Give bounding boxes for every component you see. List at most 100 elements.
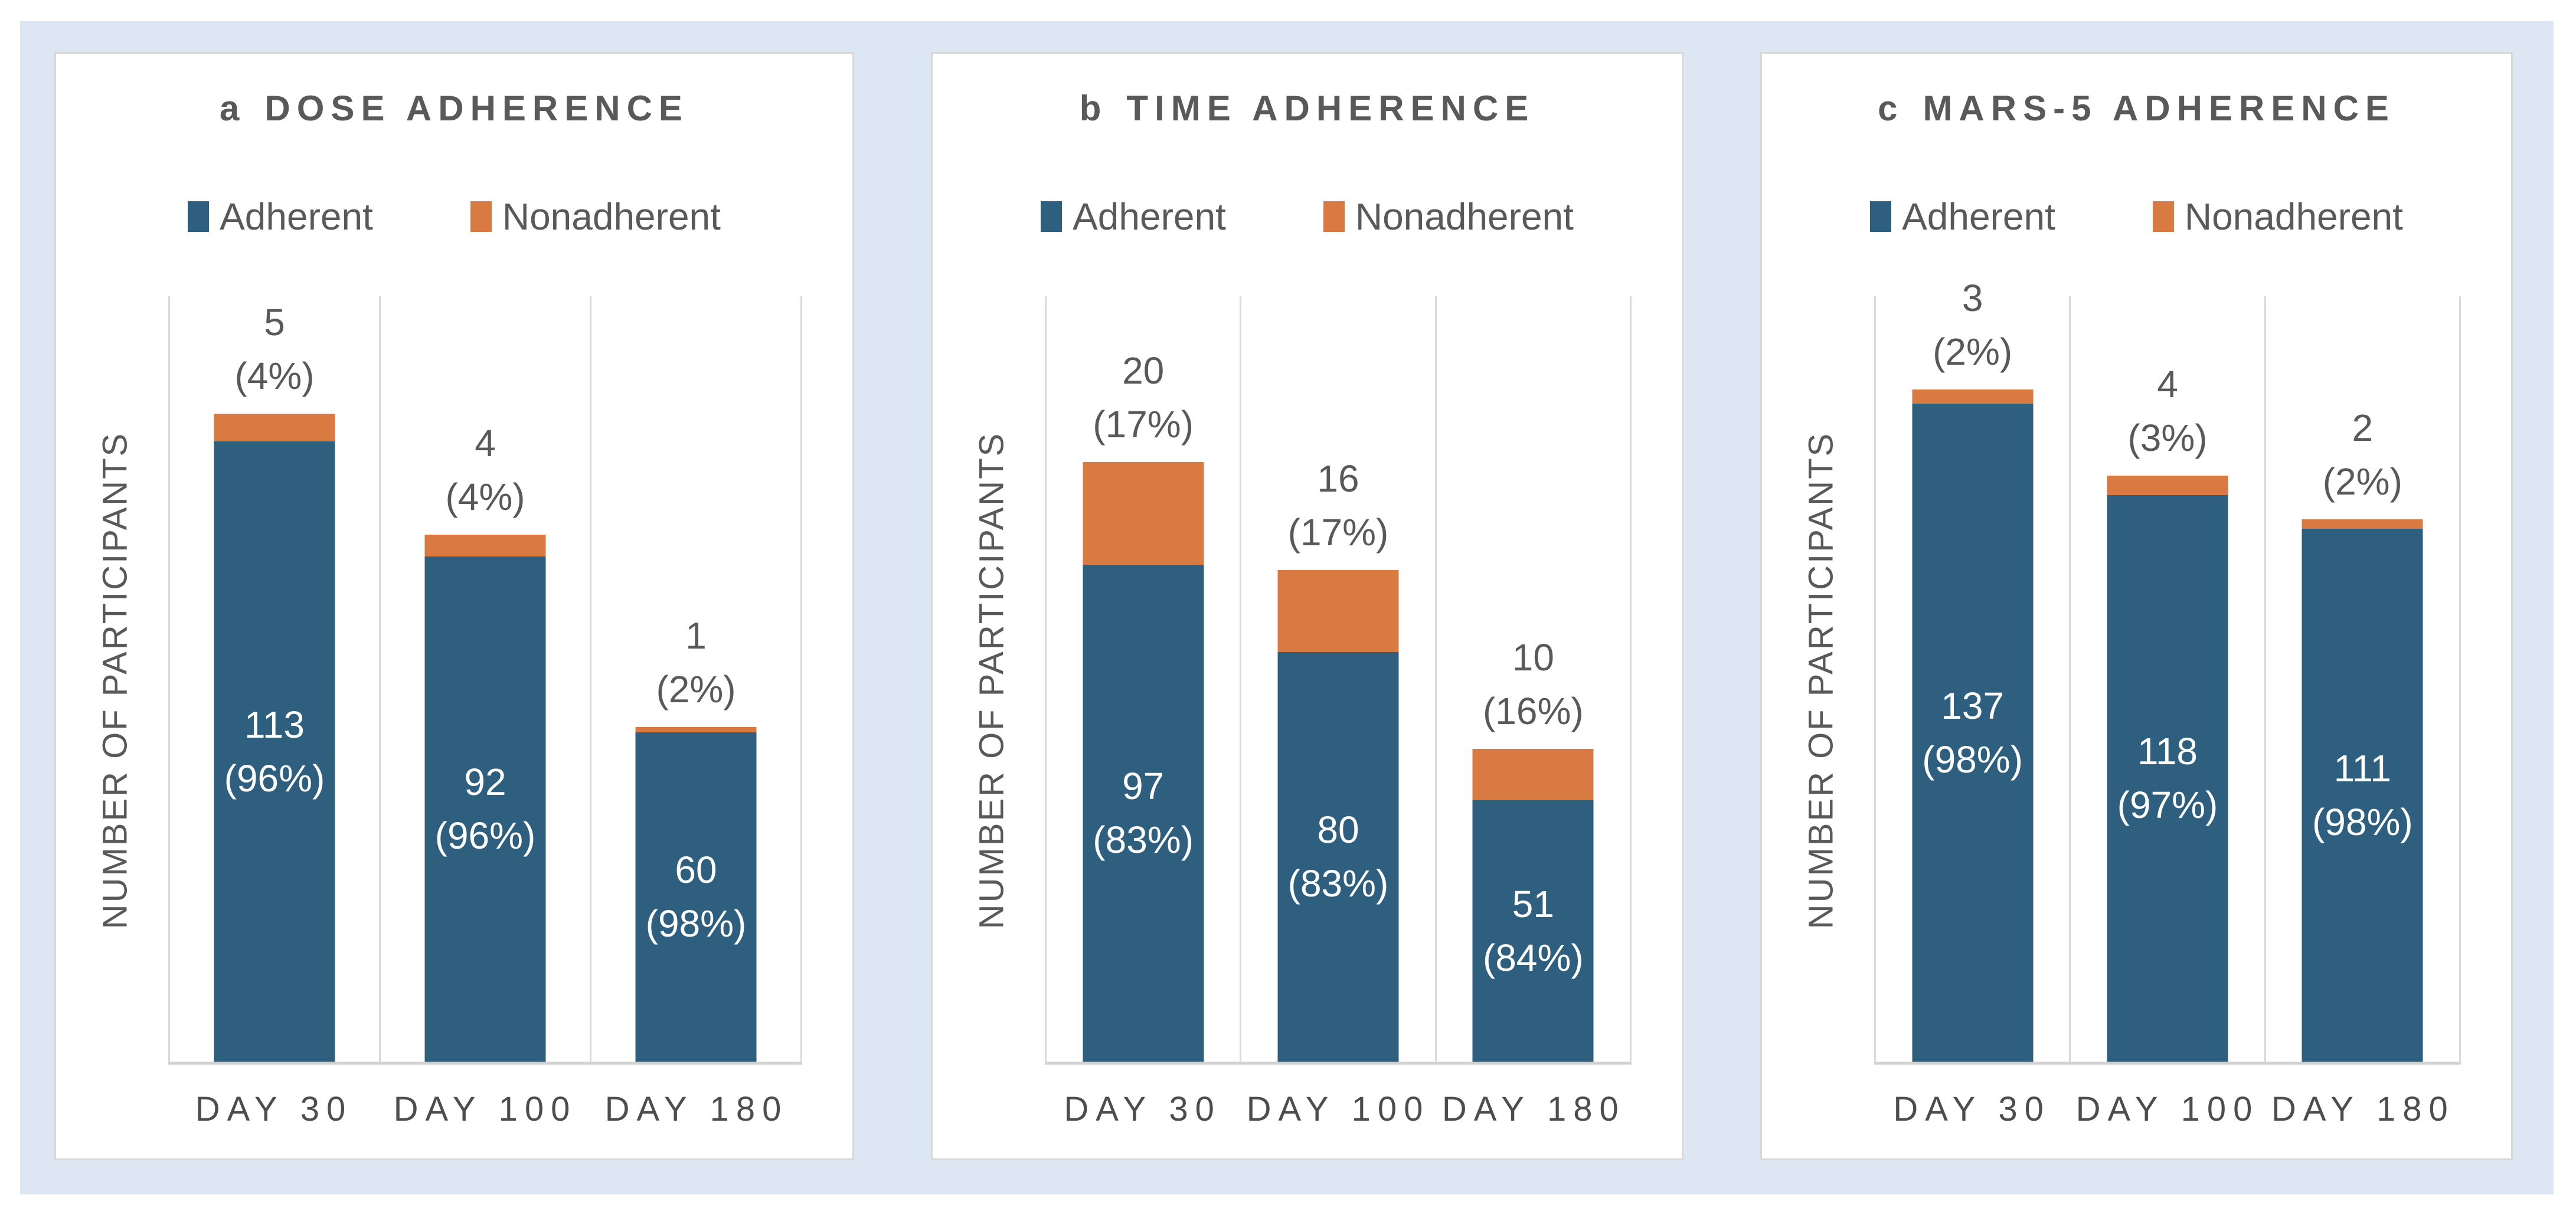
legend-label-adherent: Adherent bbox=[220, 195, 373, 238]
panel-title: b TIME ADHERENCE bbox=[933, 88, 1682, 129]
x-tick-day100: DAY 100 bbox=[1246, 1090, 1430, 1128]
nonadherent-data-label: 1 (2%) bbox=[656, 614, 736, 711]
x-tick-day30: DAY 30 bbox=[1064, 1090, 1221, 1128]
legend-label-nonadherent: Nonadherent bbox=[2184, 195, 2403, 238]
panel-title-text: TIME ADHERENCE bbox=[1126, 89, 1535, 128]
category-slot-day180: 1 (2%) 60 (98%) bbox=[590, 296, 800, 1062]
legend-item-nonadherent: Nonadherent bbox=[1323, 195, 1574, 238]
legend-item-adherent: Adherent bbox=[1041, 195, 1226, 238]
adherent-segment: 60 (98%) bbox=[635, 732, 757, 1062]
category-slot-day100: 4 (3%) 118 (97%) bbox=[2069, 296, 2264, 1062]
adherent-data-label: 60 (98%) bbox=[645, 849, 747, 945]
adherent-data-label: 118 (97%) bbox=[2117, 730, 2218, 826]
plot-area: 3 (2%) 137 (98%) bbox=[1874, 277, 2461, 1065]
panel-title-text: MARS-5 ADHERENCE bbox=[1923, 89, 2395, 128]
category-slot-day100: 16 (17%) 80 (83%) bbox=[1240, 296, 1434, 1062]
adherent-segment: 51 (84%) bbox=[1472, 800, 1594, 1062]
adherent-segment: 118 (97%) bbox=[2107, 495, 2228, 1062]
adherent-segment: 137 (98%) bbox=[1912, 404, 2034, 1062]
x-tick-day180: DAY 180 bbox=[604, 1090, 789, 1128]
adherent-swatch-icon bbox=[1041, 201, 1063, 232]
adherent-segment: 92 (96%) bbox=[424, 557, 546, 1062]
panel-letter: c bbox=[1878, 89, 1904, 128]
adherent-data-label: 51 (84%) bbox=[1482, 882, 1584, 979]
nonadherent-segment bbox=[1912, 389, 2034, 404]
adherent-data-label: 97 (83%) bbox=[1093, 765, 1194, 861]
nonadherent-swatch-icon bbox=[2152, 201, 2174, 232]
legend-label-nonadherent: Nonadherent bbox=[1355, 195, 1574, 238]
stacked-bar-day30: 5 (4%) 113 (96%) bbox=[214, 296, 335, 1062]
panel-title: c MARS-5 ADHERENCE bbox=[1762, 88, 2511, 129]
panel-letter: a bbox=[220, 89, 246, 128]
nonadherent-data-label: 4 (3%) bbox=[2127, 363, 2208, 460]
panel-mars5-adherence: c MARS-5 ADHERENCE Adherent Nonadherent … bbox=[1760, 52, 2513, 1160]
legend: Adherent Nonadherent bbox=[56, 195, 852, 238]
nonadherent-data-label: 10 (16%) bbox=[1482, 636, 1584, 733]
nonadherent-data-label: 20 (17%) bbox=[1093, 349, 1194, 446]
nonadherent-data-label: 2 (2%) bbox=[2322, 407, 2402, 503]
nonadherent-swatch-icon bbox=[1323, 201, 1345, 232]
nonadherent-segment bbox=[2107, 476, 2228, 495]
adherent-swatch-icon bbox=[188, 201, 210, 232]
adherent-segment: 113 (96%) bbox=[214, 441, 335, 1062]
figure-background: a DOSE ADHERENCE Adherent Nonadherent NU… bbox=[20, 21, 2554, 1194]
category-slot-day180: 2 (2%) 111 (98%) bbox=[2264, 296, 2459, 1062]
nonadherent-data-label: 3 (2%) bbox=[1933, 277, 2013, 374]
adherent-data-label: 92 (96%) bbox=[434, 761, 536, 857]
x-tick-day30: DAY 30 bbox=[1893, 1090, 2051, 1128]
stacked-bar-day100: 4 (3%) 118 (97%) bbox=[2107, 358, 2228, 1062]
legend-item-nonadherent: Nonadherent bbox=[2152, 195, 2403, 238]
stacked-bar-day30: 20 (17%) 97 (83%) bbox=[1083, 344, 1204, 1062]
nonadherent-segment bbox=[1277, 570, 1399, 652]
adherent-data-label: 80 (83%) bbox=[1287, 808, 1389, 905]
x-axis-labels: DAY 30 DAY 100 DAY 180 bbox=[1045, 1089, 1632, 1129]
x-tick-day30: DAY 30 bbox=[195, 1090, 353, 1128]
nonadherent-segment bbox=[424, 535, 546, 557]
y-axis-label: NUMBER OF PARTICIPANTS bbox=[96, 431, 135, 929]
x-axis-labels: DAY 30 DAY 100 DAY 180 bbox=[168, 1089, 802, 1129]
plot-row: NUMBER OF PARTICIPANTS 5 (4%) 113 (96%) bbox=[62, 296, 802, 1065]
stacked-bar-day100: 4 (4%) 92 (96%) bbox=[424, 417, 546, 1062]
legend: Adherent Nonadherent bbox=[933, 195, 1682, 238]
stacked-bar-day100: 16 (17%) 80 (83%) bbox=[1277, 452, 1399, 1062]
category-slot-day30: 3 (2%) 137 (98%) bbox=[1876, 277, 2069, 1062]
nonadherent-data-label: 16 (17%) bbox=[1287, 457, 1389, 554]
plot-area: 5 (4%) 113 (96%) bbox=[168, 296, 802, 1065]
category-slot-day30: 20 (17%) 97 (83%) bbox=[1047, 296, 1240, 1062]
adherent-segment: 97 (83%) bbox=[1083, 565, 1204, 1062]
stacked-bar-day180: 2 (2%) 111 (98%) bbox=[2302, 401, 2423, 1062]
nonadherent-data-label: 5 (4%) bbox=[234, 301, 315, 398]
y-axis-label: NUMBER OF PARTICIPANTS bbox=[1802, 431, 1841, 929]
panel-title-text: DOSE ADHERENCE bbox=[264, 89, 689, 128]
category-slot-day30: 5 (4%) 113 (96%) bbox=[170, 296, 379, 1062]
category-slot-day180: 10 (16%) 51 (84%) bbox=[1434, 296, 1630, 1062]
x-tick-day100: DAY 100 bbox=[2075, 1090, 2260, 1128]
nonadherent-swatch-icon bbox=[470, 201, 492, 232]
nonadherent-segment bbox=[1472, 749, 1594, 800]
x-axis-labels: DAY 30 DAY 100 DAY 180 bbox=[1874, 1089, 2461, 1129]
x-tick-day180: DAY 180 bbox=[1441, 1090, 1626, 1128]
adherent-segment: 80 (83%) bbox=[1277, 652, 1399, 1062]
stacked-bar-day180: 10 (16%) 51 (84%) bbox=[1472, 631, 1594, 1062]
panel-time-adherence: b TIME ADHERENCE Adherent Nonadherent NU… bbox=[931, 52, 1683, 1160]
panel-title: a DOSE ADHERENCE bbox=[56, 88, 852, 129]
adherent-data-label: 111 (98%) bbox=[2312, 747, 2413, 843]
legend-label-nonadherent: Nonadherent bbox=[502, 195, 721, 238]
plot-row: NUMBER OF PARTICIPANTS 20 (17%) 97 (83% bbox=[939, 296, 1632, 1065]
panel-dose-adherence: a DOSE ADHERENCE Adherent Nonadherent NU… bbox=[54, 52, 854, 1160]
plot-area: 20 (17%) 97 (83%) bbox=[1045, 296, 1632, 1065]
category-slot-day100: 4 (4%) 92 (96%) bbox=[379, 296, 590, 1062]
nonadherent-segment bbox=[1083, 462, 1204, 565]
y-axis-label: NUMBER OF PARTICIPANTS bbox=[972, 431, 1011, 929]
legend-label-adherent: Adherent bbox=[1902, 195, 2055, 238]
adherent-swatch-icon bbox=[1870, 201, 1892, 232]
legend-item-adherent: Adherent bbox=[1870, 195, 2055, 238]
legend: Adherent Nonadherent bbox=[1762, 195, 2511, 238]
adherent-data-label: 113 (96%) bbox=[224, 703, 325, 800]
nonadherent-segment bbox=[214, 414, 335, 441]
nonadherent-segment bbox=[2302, 519, 2423, 529]
x-tick-day100: DAY 100 bbox=[393, 1090, 577, 1128]
plot-row: NUMBER OF PARTICIPANTS 3 (2%) 137 (98%) bbox=[1768, 277, 2461, 1065]
x-tick-day180: DAY 180 bbox=[2271, 1090, 2455, 1128]
legend-item-nonadherent: Nonadherent bbox=[470, 195, 721, 238]
